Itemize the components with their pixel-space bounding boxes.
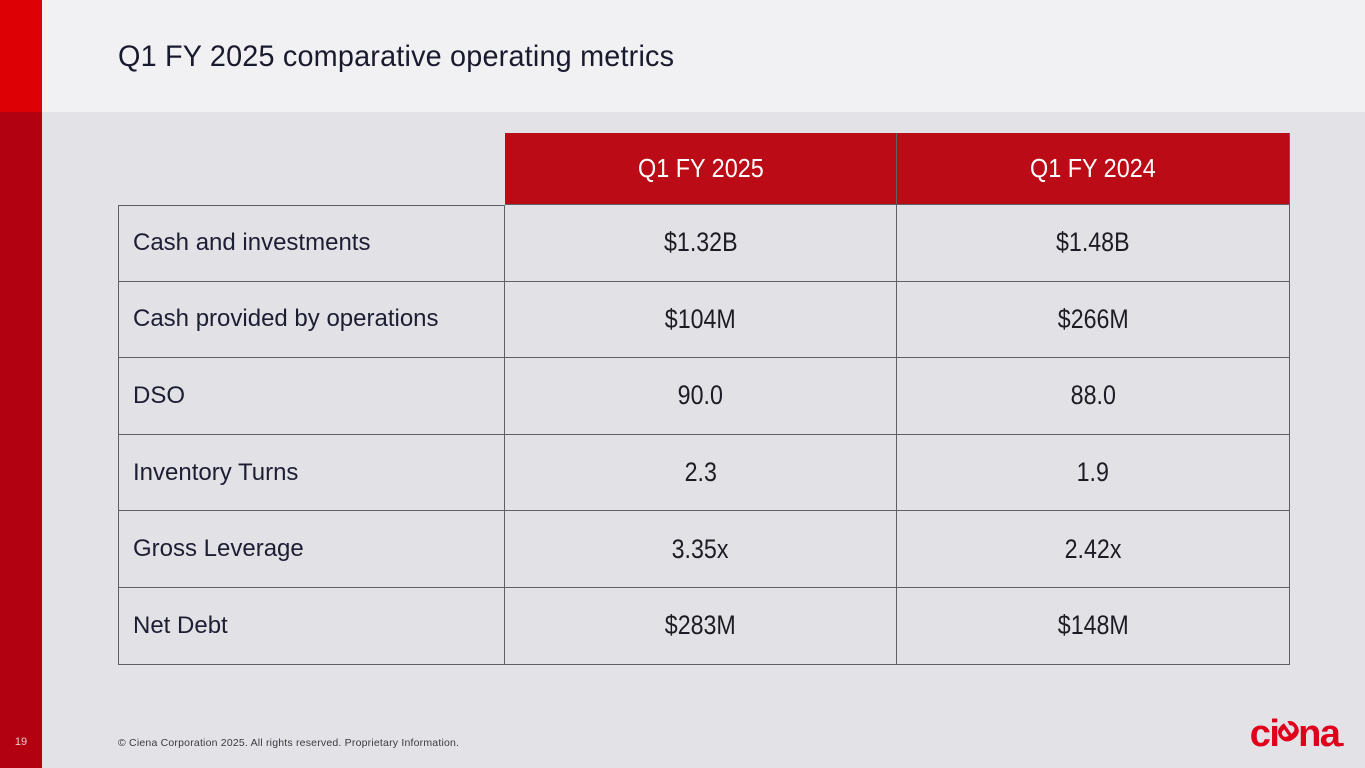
metric-value: $1.32B <box>505 205 897 282</box>
copyright-text: © Ciena Corporation 2025. All rights res… <box>118 737 460 749</box>
row-label-inventory-turns: Inventory Turns <box>118 434 505 512</box>
logo-text-ci: ci <box>1249 713 1280 755</box>
column-header-q1-fy-2025: Q1 FY 2025 <box>505 133 897 205</box>
metric-value: $148M <box>897 587 1290 665</box>
page-number: 19 <box>14 736 28 748</box>
logo-trademark-dot: . <box>1339 729 1345 751</box>
logo-text-na: na <box>1298 713 1341 755</box>
metric-value: 88.0 <box>897 358 1290 435</box>
page-title: Q1 FY 2025 comparative operating metrics <box>118 40 697 74</box>
row-label-net-debt: Net Debt <box>118 587 505 665</box>
metric-value: 2.3 <box>505 434 897 512</box>
accent-bar-top <box>0 0 42 112</box>
row-label-cash-provided-by-operations: Cash provided by operations <box>118 281 505 359</box>
metric-value: 2.42x <box>897 511 1290 588</box>
row-label-dso: DSO <box>118 358 505 435</box>
row-label-gross-leverage: Gross Leverage <box>118 511 505 588</box>
metric-value: $266M <box>897 281 1290 359</box>
metric-value: $1.48B <box>897 205 1290 282</box>
metrics-table: Q1 FY 2025 Q1 FY 2024 Cash and investmen… <box>118 133 1290 665</box>
accent-bar-bottom <box>0 112 42 768</box>
page-title-text: Q1 FY 2025 comparative operating metrics <box>118 40 675 73</box>
metric-value: 3.35x <box>505 511 897 588</box>
metric-value: $104M <box>505 281 897 359</box>
row-label-cash-and-investments: Cash and investments <box>118 205 505 282</box>
title-band <box>0 0 1365 112</box>
metric-value: 90.0 <box>505 358 897 435</box>
metric-value: 1.9 <box>897 434 1290 512</box>
column-header-q1-fy-2024: Q1 FY 2024 <box>897 133 1290 205</box>
metric-value: $283M <box>505 587 897 665</box>
ciena-logo: ciena. <box>1249 713 1345 755</box>
table-corner-cell <box>118 133 505 205</box>
